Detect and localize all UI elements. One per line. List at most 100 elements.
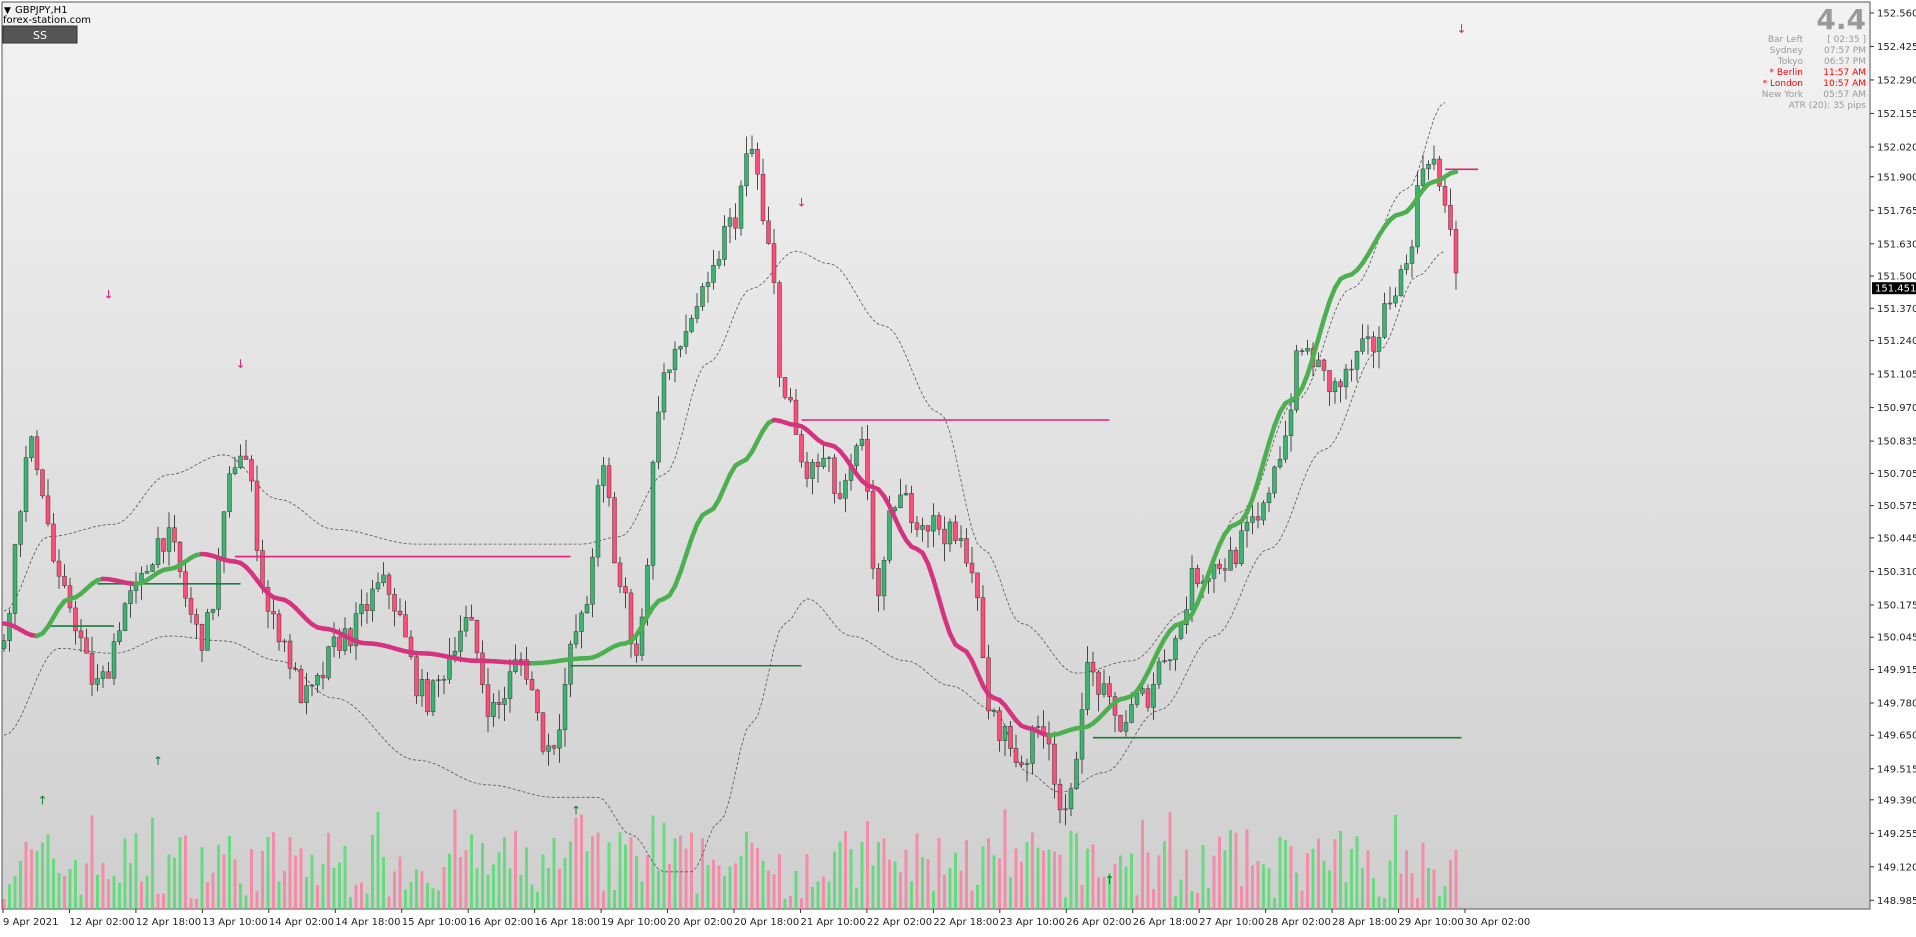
candle-body — [695, 306, 699, 318]
volume-bar — [1059, 855, 1062, 909]
volume-bar — [305, 877, 308, 909]
x-tick-label: 21 Apr 10:00 — [800, 917, 865, 928]
down-arrow-icon: ↓ — [103, 287, 113, 301]
volume-bar — [437, 890, 440, 909]
candle-body — [596, 486, 600, 557]
volume-bar — [327, 833, 330, 909]
candle-body — [57, 561, 61, 576]
volume-bar — [575, 818, 578, 909]
candle-body — [871, 491, 875, 568]
x-tick-label: 12 Apr 02:00 — [69, 917, 134, 928]
candle-body — [1053, 744, 1057, 784]
candle-body — [833, 458, 837, 494]
volume-bar — [80, 895, 83, 909]
volume-bar — [1031, 832, 1034, 909]
volume-bar — [36, 851, 39, 909]
candle-body — [954, 522, 958, 541]
ss-button[interactable]: SS — [3, 26, 77, 43]
x-tick-label: 28 Apr 02:00 — [1266, 917, 1331, 928]
volume-bar — [377, 812, 380, 909]
candle-body — [1267, 493, 1271, 503]
volume-bar — [25, 842, 28, 909]
volume-bar — [1444, 886, 1447, 909]
candle-body — [1262, 503, 1266, 520]
volume-bar — [817, 882, 820, 909]
volume-bar — [624, 845, 627, 909]
volume-bar — [894, 861, 897, 909]
volume-bar — [1317, 839, 1320, 909]
candle-body — [1174, 638, 1178, 659]
volume-bar — [1290, 846, 1293, 909]
volume-bar — [410, 882, 413, 909]
candle-body — [503, 699, 507, 705]
candle-body — [1361, 339, 1365, 352]
candle-body — [118, 631, 122, 642]
volume-bar — [767, 870, 770, 909]
candle-body — [563, 684, 567, 729]
volume-bar — [355, 885, 358, 909]
candle-body — [481, 653, 485, 685]
volume-bar — [135, 833, 138, 909]
candle-body — [437, 680, 441, 681]
volume-bar — [905, 850, 908, 909]
volume-bar — [1075, 833, 1078, 909]
volume-bar — [745, 832, 748, 909]
candle-body — [162, 539, 166, 552]
candle-body — [1377, 337, 1381, 351]
x-tick-label: 30 Apr 02:00 — [1465, 917, 1530, 928]
candle-body — [74, 608, 78, 631]
candle-body — [860, 439, 864, 446]
candle-body — [1196, 568, 1200, 584]
volume-bar — [1053, 851, 1056, 909]
candle-body — [492, 702, 496, 716]
watermark-text: forex-station.com — [3, 15, 91, 26]
candle-body — [151, 565, 155, 572]
info-value: 05:57 AM — [1823, 90, 1866, 100]
volume-bar — [1147, 852, 1150, 909]
volume-bar — [833, 852, 836, 909]
volume-bar — [1235, 833, 1238, 909]
y-tick-label: 151.765 — [1877, 206, 1916, 217]
volume-bar — [124, 839, 127, 909]
volume-bar — [498, 852, 501, 909]
y-tick-label: 151.630 — [1877, 239, 1916, 250]
candle-body — [673, 349, 677, 370]
candle-body — [1009, 726, 1013, 748]
candle-body — [1273, 467, 1277, 493]
candle-body — [338, 637, 342, 651]
volume-bar — [916, 833, 919, 909]
candle-body — [255, 481, 259, 550]
volume-bar — [1416, 898, 1419, 909]
candle-body — [1064, 809, 1068, 810]
volume-bar — [828, 881, 831, 909]
candle-body — [1130, 704, 1134, 722]
volume-bar — [366, 894, 369, 909]
up-arrow-icon: ↑ — [571, 804, 581, 818]
volume-bar — [564, 858, 567, 909]
volume-bar — [239, 883, 242, 909]
volume-bar — [1350, 849, 1353, 909]
volume-bar — [1427, 868, 1430, 909]
volume-bar — [481, 843, 484, 909]
candle-body — [1163, 661, 1167, 662]
volume-bar — [547, 868, 550, 909]
volume-bar — [1323, 861, 1326, 909]
candle-body — [360, 604, 364, 613]
volume-bar — [333, 868, 336, 909]
candle-body — [519, 660, 523, 661]
candle-body — [536, 690, 540, 713]
volume-bar — [371, 835, 374, 909]
volume-bar — [151, 818, 154, 909]
candle-body — [387, 575, 391, 594]
volume-bar — [1345, 882, 1348, 909]
candle-body — [1350, 369, 1354, 370]
volume-bar — [580, 815, 583, 909]
candle-body — [1443, 186, 1447, 205]
volume-bar — [707, 865, 710, 909]
volume-bar — [613, 890, 616, 909]
volume-bar — [839, 842, 842, 909]
volume-bar — [712, 860, 715, 909]
y-tick-label: 150.575 — [1877, 501, 1916, 512]
